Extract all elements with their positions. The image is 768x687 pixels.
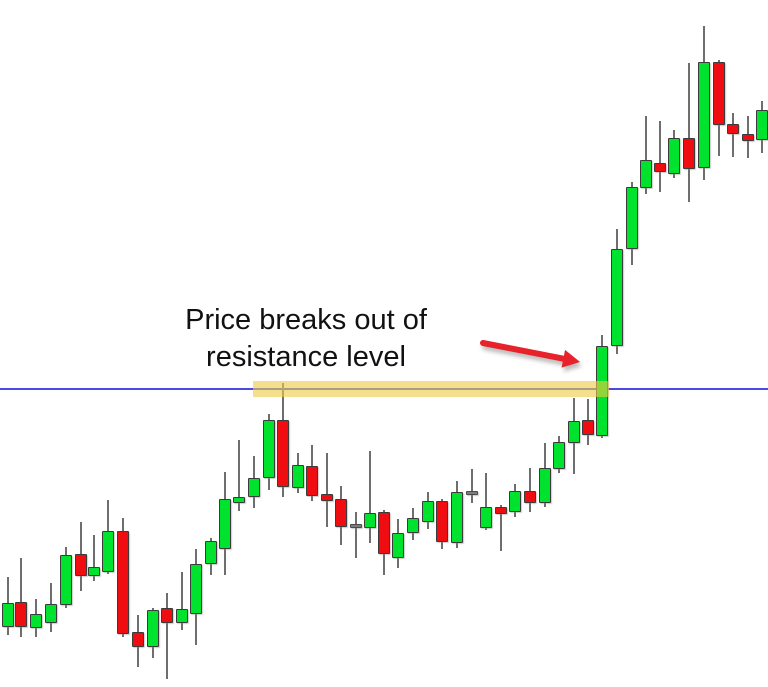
candle-body-up [102,531,114,572]
candle-wick [659,121,661,192]
candle-body-down [132,632,144,647]
breakout-annotation: Price breaks out of resistance level [185,302,427,376]
candle-wick [500,505,502,551]
candle-body-up [147,610,159,647]
candle-body-up [698,62,710,168]
candle-wick [732,113,734,157]
candle-body-down [524,491,536,503]
candle-body-up [45,604,57,623]
candle-body-up [263,420,275,478]
candle-body-doji [350,524,362,528]
candle-body-down [161,608,173,623]
candle-body-down [742,134,754,141]
candle-wick [485,473,487,530]
candle-body-down [335,499,347,527]
candle-body-up [407,518,419,533]
candle-body-down [15,602,27,627]
candle-body-up [640,160,652,188]
candle-body-down [654,163,666,172]
candle-wick [20,558,22,637]
candle-body-up [568,421,580,443]
candle-body-up [219,499,231,549]
candle-body-up [248,478,260,497]
candle-wick [529,468,531,512]
candle-body-up [509,491,521,512]
candle-wick [166,593,168,679]
candle-wick [93,535,95,581]
candle-body-down [727,124,739,134]
candle-body-down [306,466,318,496]
candle-wick [688,63,690,202]
candle-body-up [60,555,72,605]
candle-wick [369,451,371,543]
resistance-highlight-band [253,381,609,397]
candle-body-up [205,541,217,564]
candle-body-down [277,420,289,487]
candle-body-up [553,442,565,469]
candle-body-up [190,564,202,614]
annotation-line-1: Price breaks out of [185,304,427,336]
candle-wick [355,512,357,558]
candle-body-up [539,468,551,503]
candle-body-doji [466,491,478,495]
candle-body-up [626,187,638,249]
candle-body-down [683,138,695,169]
candle-body-up [364,513,376,528]
candle-body-up [756,110,768,140]
candle-wick [645,116,647,194]
candle-body-up [292,465,304,488]
candle-body-up [233,497,245,503]
candle-body-up [611,249,623,346]
candle-body-down [117,531,129,634]
candle-body-up [88,567,100,576]
candle-body-down [321,494,333,501]
candle-body-down [495,507,507,514]
candle-body-up [2,603,14,627]
candle-wick [181,572,183,630]
candle-body-down [713,62,725,125]
candle-body-up [30,614,42,628]
candle-body-down [582,420,594,435]
candle-body-up [668,138,680,174]
candle-wick [238,440,240,511]
candle-wick [326,453,328,527]
candle-body-up [392,533,404,558]
candle-body-up [451,492,463,543]
candle-body-down [75,554,87,576]
annotation-line-2: resistance level [206,341,406,373]
candle-body-down [436,501,448,542]
candle-body-up [480,507,492,528]
candle-body-up [422,501,434,522]
candle-body-up [176,609,188,623]
candle-body-down [378,512,390,554]
candle-wick [471,469,473,503]
